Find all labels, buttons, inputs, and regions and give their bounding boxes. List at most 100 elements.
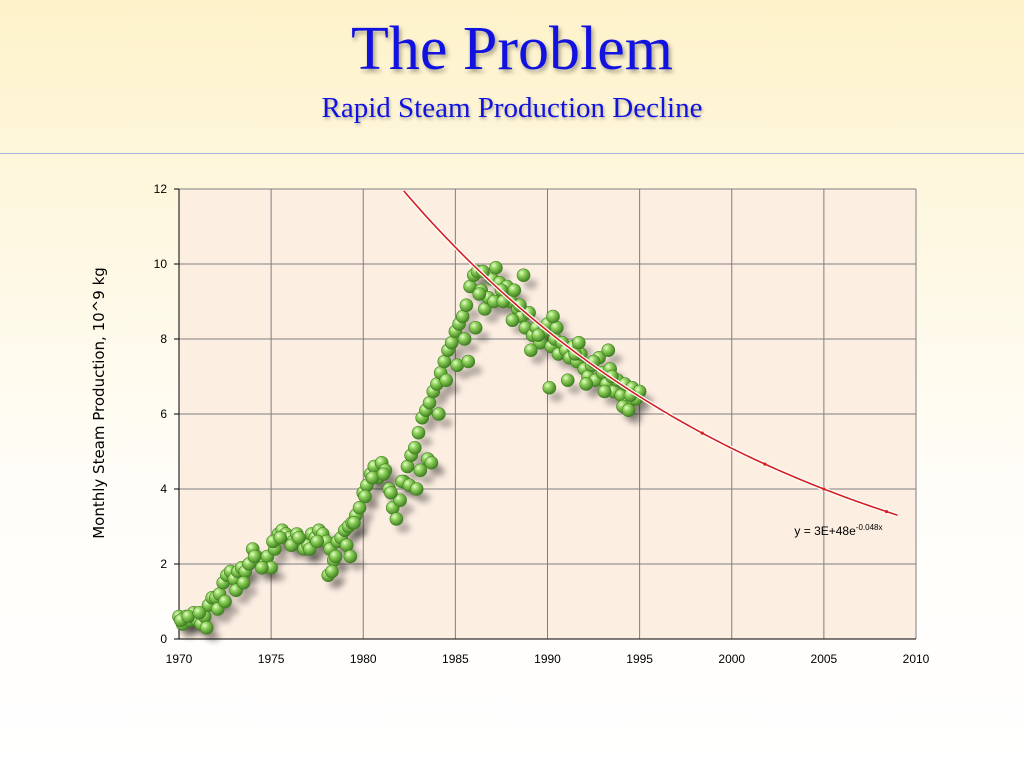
data-point-shadow xyxy=(608,354,623,365)
data-point-shadow xyxy=(433,395,448,406)
trend-line-marker xyxy=(700,431,704,435)
data-point xyxy=(218,594,232,609)
data-point-shadow xyxy=(400,504,415,515)
data-point xyxy=(347,515,361,530)
data-point xyxy=(192,605,207,620)
data-points xyxy=(172,260,647,635)
trendline-equation-exponent: -0.048x xyxy=(856,523,883,532)
x-tick-label: 1990 xyxy=(534,652,561,666)
data-point xyxy=(413,463,428,478)
y-tick-label: 8 xyxy=(160,332,167,346)
data-point-shadow xyxy=(420,474,435,485)
data-point-shadow xyxy=(466,309,481,320)
data-point xyxy=(409,482,424,496)
data-point xyxy=(531,328,546,343)
page-subtitle: Rapid Steam Production Decline xyxy=(321,92,703,124)
y-tick-label: 4 xyxy=(160,482,167,496)
data-point xyxy=(376,467,391,481)
data-point-shadow xyxy=(217,613,232,623)
data-point-shadow xyxy=(236,594,251,605)
data-point-shadow xyxy=(359,511,374,522)
y-tick-label: 6 xyxy=(160,407,167,421)
x-tick-label: 2000 xyxy=(718,652,745,666)
data-point xyxy=(358,489,372,504)
x-tick-label: 1970 xyxy=(166,652,193,666)
data-point-shadow xyxy=(274,553,289,563)
data-point-shadow xyxy=(628,414,643,425)
data-point-shadow xyxy=(331,575,346,586)
data-point-shadow xyxy=(365,500,380,511)
data-point-shadow xyxy=(457,369,472,380)
data-point xyxy=(325,564,339,579)
data-point xyxy=(524,343,538,358)
data-point-shadow xyxy=(484,313,499,323)
data-point-shadow xyxy=(243,586,258,597)
data-point xyxy=(572,335,586,350)
trendline-equation-base: y = 3E+48e xyxy=(794,524,856,538)
x-tick-label: 2010 xyxy=(903,652,930,666)
data-point-shadow xyxy=(206,631,221,642)
data-point xyxy=(489,260,503,275)
x-tick-label: 2005 xyxy=(811,652,838,666)
data-point xyxy=(291,530,306,545)
trend-line-marker xyxy=(822,487,826,491)
data-point-shadow xyxy=(416,493,431,503)
y-tick-label: 12 xyxy=(154,182,168,196)
data-point xyxy=(546,309,560,324)
data-point-shadow xyxy=(446,384,461,395)
trend-line-marker xyxy=(763,462,767,466)
slide-header: The Problem Rapid Steam Production Decli… xyxy=(0,0,1024,152)
data-point-shadow xyxy=(468,365,483,376)
x-tick-label: 1980 xyxy=(350,652,377,666)
data-point-shadow xyxy=(464,343,479,353)
tick-labels: 1970 1975 1980 1985 1990 1995 2000 2005 2010 0 2 4 6… xyxy=(154,182,930,666)
data-point xyxy=(408,440,422,455)
header-divider xyxy=(0,153,1024,154)
data-point-shadow xyxy=(523,279,538,290)
data-point xyxy=(468,320,483,335)
data-point-shadow xyxy=(586,388,601,398)
data-point-shadow xyxy=(549,391,564,402)
data-point xyxy=(457,332,472,346)
data-point xyxy=(352,500,367,515)
data-point xyxy=(310,534,324,549)
data-point xyxy=(516,268,531,283)
data-point xyxy=(579,377,593,391)
data-point xyxy=(439,373,453,388)
data-point xyxy=(621,403,636,418)
data-point-shadow xyxy=(396,523,411,533)
data-point-shadow xyxy=(451,346,466,357)
y-tick-label: 2 xyxy=(160,557,167,571)
y-tick-label: 0 xyxy=(160,632,167,646)
data-point-shadow xyxy=(354,526,369,537)
data-point xyxy=(476,264,490,279)
data-point xyxy=(247,549,262,564)
data-point xyxy=(542,380,557,395)
data-point xyxy=(560,373,575,388)
data-point xyxy=(461,354,476,369)
x-tick-label: 1985 xyxy=(442,652,469,666)
data-point xyxy=(255,560,269,575)
data-point-shadow xyxy=(530,354,545,365)
data-point xyxy=(472,287,487,301)
data-point xyxy=(384,485,398,500)
data-point xyxy=(459,298,474,313)
data-point-shadow xyxy=(438,418,453,428)
data-point-shadow xyxy=(418,436,433,447)
trend-line-path xyxy=(403,190,898,516)
data-point-shadow xyxy=(350,560,365,571)
data-point-shadow xyxy=(567,384,582,395)
data-point xyxy=(411,425,426,440)
data-point xyxy=(389,512,404,526)
data-point xyxy=(393,493,407,508)
data-point xyxy=(343,549,358,564)
trend-line xyxy=(402,189,899,518)
data-point xyxy=(507,283,522,298)
data-point xyxy=(505,313,520,328)
trendline-equation: y = 3E+48e-0.048x xyxy=(794,523,882,538)
data-point xyxy=(431,407,446,421)
data-point xyxy=(273,530,288,545)
data-point xyxy=(236,575,251,590)
x-tick-label: 1995 xyxy=(626,652,653,666)
